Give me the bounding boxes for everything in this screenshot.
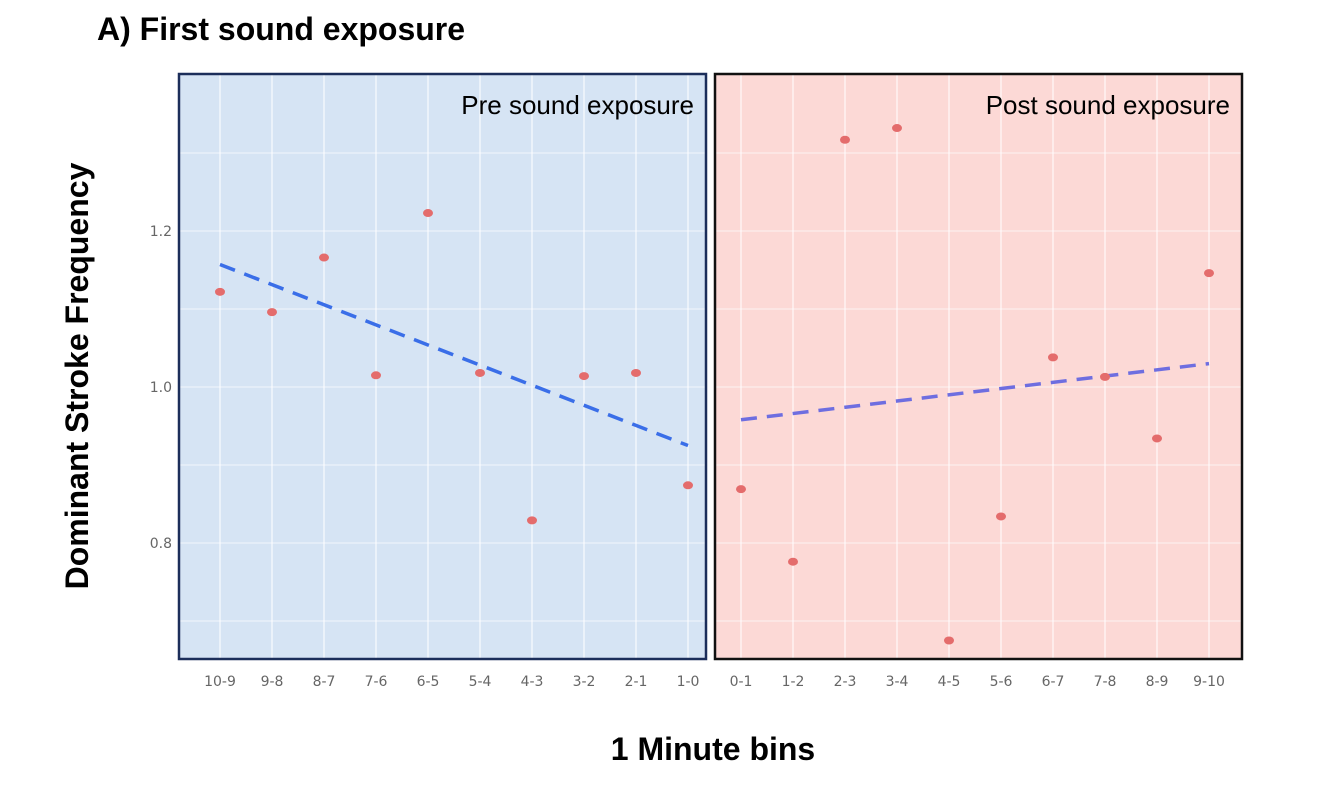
y-tick-label: 1.2	[150, 224, 172, 240]
panel-border	[177, 72, 708, 661]
x-tick-label: 9-10	[1193, 674, 1225, 690]
data-point	[736, 485, 746, 494]
x-tick-label: 5-6	[990, 674, 1013, 690]
x-tick-label: 2-3	[834, 674, 857, 690]
panel-border	[713, 72, 1244, 661]
data-point	[475, 368, 485, 377]
panel-background	[179, 74, 706, 659]
panel-pre: Pre sound exposure 10-9 9-8 8-7 7-6 6-5 5-4 4-3…	[177, 72, 708, 690]
x-tick-label: 7-6	[365, 674, 388, 690]
x-tick-label: 6-5	[417, 674, 440, 690]
x-tick-label: 3-4	[886, 674, 909, 690]
panel-background	[715, 74, 1242, 659]
panels-layer: Pre sound exposure 10-9 9-8 8-7 7-6 6-5 5-4 4-3…	[177, 72, 1244, 690]
x-tick-label: 4-5	[938, 674, 961, 690]
x-axis-title: 1 Minute bins	[611, 731, 815, 767]
data-point	[840, 135, 850, 144]
x-tick-label: 1-2	[782, 674, 805, 690]
data-point	[683, 481, 693, 490]
x-tick-label: 4-3	[521, 674, 544, 690]
data-point	[944, 636, 954, 645]
x-tick-label: 10-9	[204, 674, 236, 690]
data-point	[1100, 372, 1110, 381]
panel-post: Post sound exposure 0-1 1-2 2-3 3-4 4-5 5-6 6-7…	[713, 72, 1244, 690]
x-tick-label: 6-7	[1042, 674, 1065, 690]
data-point	[1152, 434, 1162, 443]
data-point	[527, 516, 537, 525]
data-point	[892, 124, 902, 133]
x-tick-label: 8-9	[1146, 674, 1169, 690]
data-point	[1204, 269, 1214, 278]
data-point	[1048, 353, 1058, 362]
x-tick-label: 0-1	[730, 674, 753, 690]
data-point	[319, 253, 329, 262]
x-tick-label: 1-0	[677, 674, 700, 690]
y-tick-label: 1.0	[150, 380, 172, 396]
data-point	[996, 512, 1006, 521]
y-ticks-layer: 0.8 1.0 1.2	[150, 224, 172, 552]
data-point	[631, 368, 641, 377]
data-point	[371, 371, 381, 380]
x-tick-label: 2-1	[625, 674, 648, 690]
y-tick-label: 0.8	[150, 536, 172, 552]
panel-label: Post sound exposure	[986, 90, 1230, 120]
data-point	[215, 287, 225, 296]
x-tick-label: 8-7	[313, 674, 336, 690]
data-point	[579, 372, 589, 381]
trend-line	[219, 262, 689, 448]
data-point	[788, 557, 798, 566]
trend-line	[740, 361, 1210, 422]
x-tick-label: 3-2	[573, 674, 596, 690]
y-axis-title: Dominant Stroke Frequency	[59, 162, 95, 589]
panel-label: Pre sound exposure	[461, 90, 694, 120]
x-tick-label: 9-8	[261, 674, 284, 690]
x-tick-label: 7-8	[1094, 674, 1117, 690]
data-point	[267, 308, 277, 317]
x-tick-label: 5-4	[469, 674, 492, 690]
chart-title: A) First sound exposure	[97, 11, 465, 47]
data-point	[423, 209, 433, 218]
